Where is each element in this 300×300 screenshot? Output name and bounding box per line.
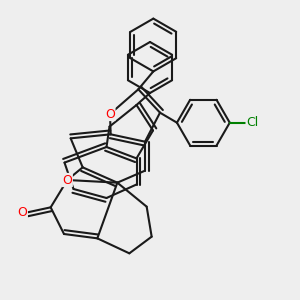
Text: O: O xyxy=(105,107,115,121)
Text: O: O xyxy=(62,173,72,187)
Text: Cl: Cl xyxy=(246,116,258,129)
Text: O: O xyxy=(17,206,27,219)
